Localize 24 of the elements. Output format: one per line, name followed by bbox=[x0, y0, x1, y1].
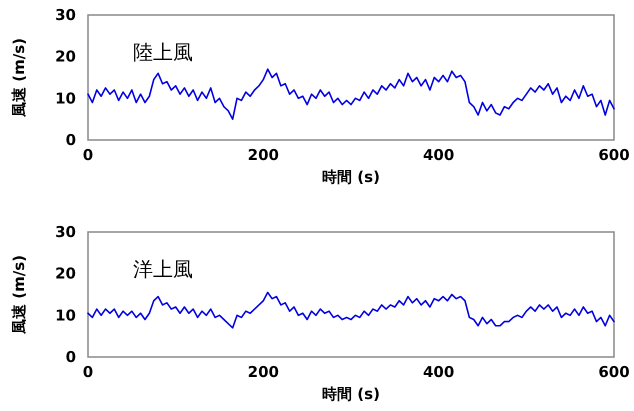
y-axis-title: 風速 (m/s) bbox=[10, 255, 28, 335]
x-tick-label: 200 bbox=[248, 363, 279, 381]
x-tick-label: 0 bbox=[82, 363, 94, 381]
x-tick-label: 600 bbox=[598, 363, 630, 381]
x-tick-label: 600 bbox=[598, 146, 630, 164]
y-tick-label: 10 bbox=[55, 306, 76, 324]
x-axis-title: 時間 (s) bbox=[322, 168, 380, 186]
x-tick-label: 400 bbox=[423, 363, 454, 381]
y-tick-label: 0 bbox=[66, 131, 76, 149]
y-tick-label: 10 bbox=[55, 89, 76, 108]
line-series bbox=[87, 292, 615, 329]
x-axis-title: 時間 (s) bbox=[322, 385, 380, 403]
x-tick-label: 400 bbox=[423, 146, 454, 164]
line-series bbox=[87, 68, 615, 120]
y-tick-label: 0 bbox=[66, 348, 76, 366]
y-tick-label: 20 bbox=[55, 48, 76, 66]
y-axis-title: 風速 (m/s) bbox=[10, 38, 28, 118]
annotation: 陸上風 bbox=[133, 40, 193, 64]
y-tick-label: 20 bbox=[55, 264, 76, 283]
y-tick-label: 30 bbox=[55, 223, 76, 241]
y-tick-label: 30 bbox=[55, 6, 76, 24]
x-tick-label: 0 bbox=[82, 146, 94, 164]
annotation: 洋上風 bbox=[133, 257, 193, 281]
x-tick-label: 200 bbox=[248, 146, 279, 164]
